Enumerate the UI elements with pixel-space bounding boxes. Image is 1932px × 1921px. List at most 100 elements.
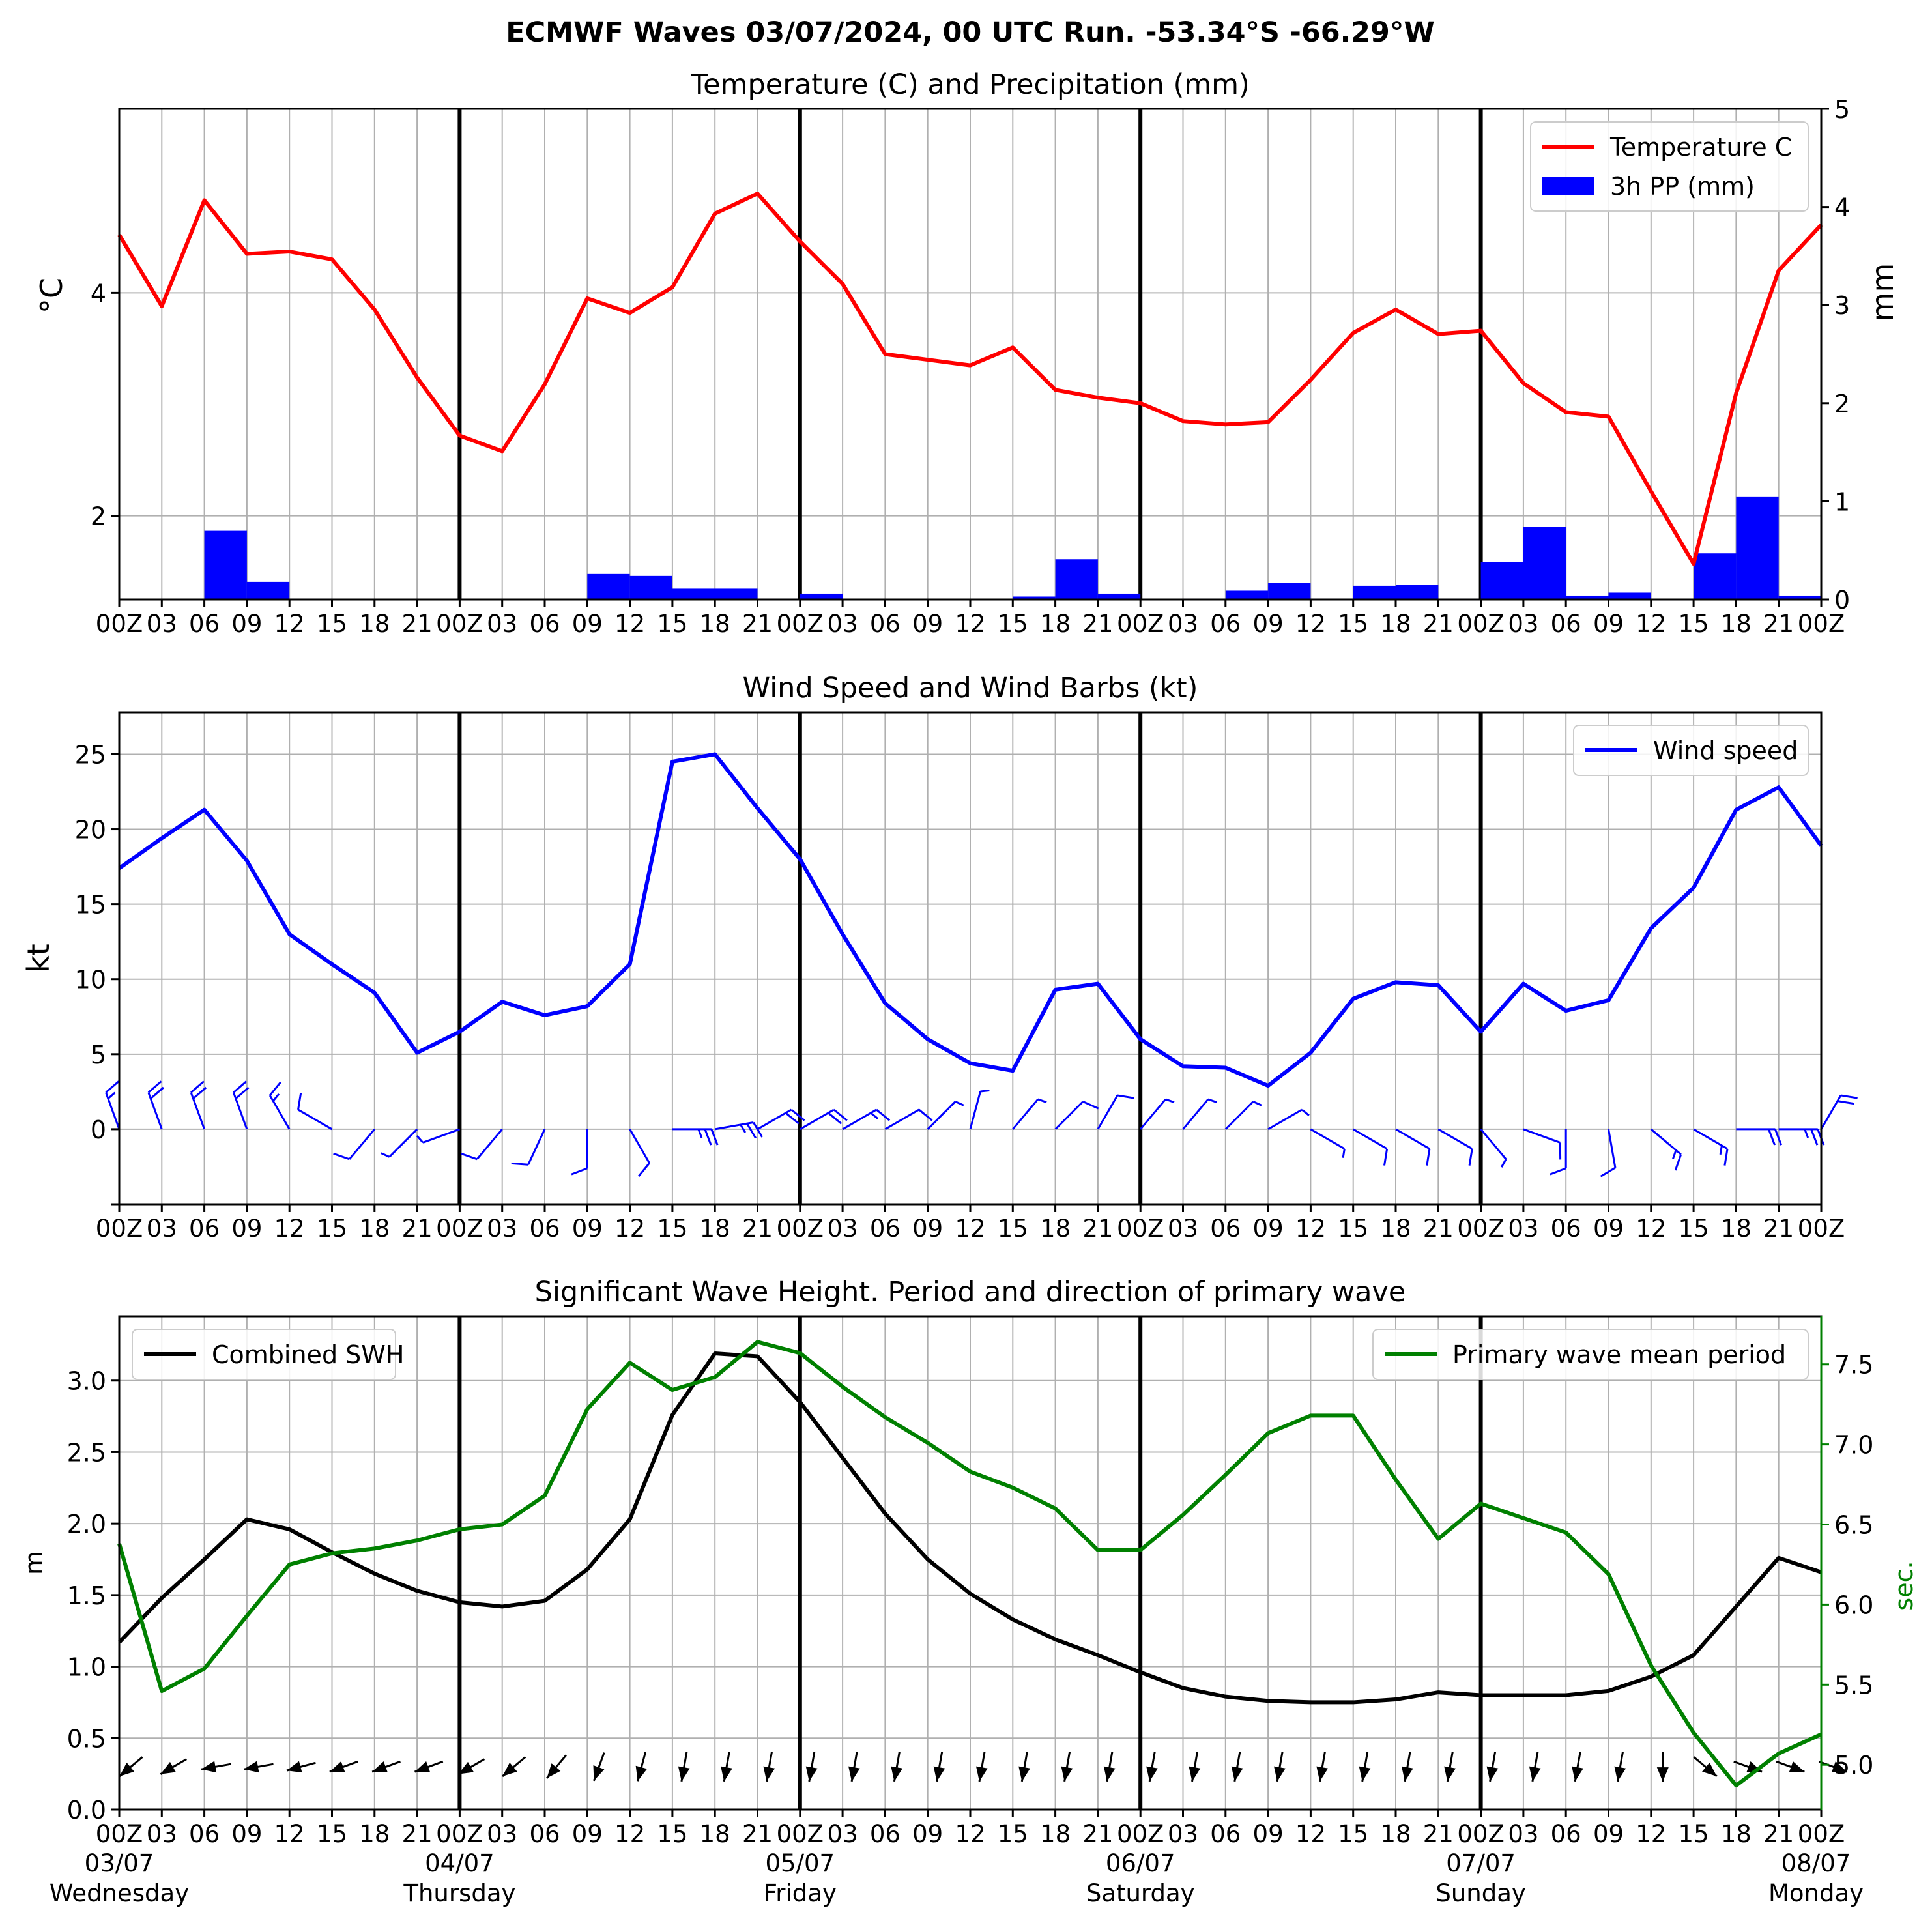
x-tick-label: 00Z	[1117, 1820, 1164, 1848]
x-tick-label: 21	[742, 1820, 773, 1848]
x-tick-label: 15	[657, 1820, 687, 1848]
wave-arrow	[891, 1752, 903, 1782]
wind-barb-flag	[1767, 1129, 1776, 1146]
y-tick-label: 20	[75, 816, 106, 845]
wind-barb	[1310, 1128, 1346, 1158]
x-tick-label: 00Z	[1117, 1215, 1164, 1243]
precip-bar	[1353, 585, 1396, 599]
wave-arrow	[721, 1752, 732, 1782]
wave-arrow	[1316, 1752, 1329, 1782]
x-tick-label: 00Z	[436, 1820, 483, 1848]
wind-barb	[1600, 1129, 1617, 1177]
x-tick-label: 12	[274, 1215, 305, 1243]
y-axis-label: kt	[21, 944, 56, 973]
legend-label: Primary wave mean period	[1452, 1340, 1786, 1369]
y-tick-label: 25	[75, 740, 106, 769]
precip-bar	[1566, 595, 1609, 599]
x-tick-label: 00Z	[1798, 1215, 1845, 1243]
wind-barb-flag	[1342, 1148, 1346, 1158]
x-tick-label: 09	[1253, 1215, 1284, 1243]
wind-barb	[1437, 1128, 1473, 1166]
x-tick-label: 09	[1593, 1215, 1624, 1243]
wind-barb-flag	[833, 1108, 848, 1121]
precip-bar	[204, 530, 247, 599]
x-tick-label: 18	[1040, 1215, 1071, 1243]
x-tick-label: 06	[870, 1215, 901, 1243]
wave-arrow	[502, 1756, 526, 1778]
x-tick-label: 06	[870, 610, 901, 638]
wave-arrow-head	[1702, 1762, 1717, 1776]
wind-barb-flag	[1723, 1148, 1729, 1166]
wind-barb-flag	[272, 1093, 280, 1102]
y-tick-label: 0	[91, 1116, 106, 1144]
wind-barb	[571, 1129, 588, 1176]
x-tick-label: 00Z	[1798, 610, 1845, 638]
wave-arrow-head	[1831, 1761, 1847, 1772]
wave-arrow	[1529, 1752, 1541, 1782]
wave-arrow	[763, 1752, 775, 1782]
wave-arrow-head	[1146, 1766, 1158, 1782]
x-tick-label: 00Z	[96, 1820, 143, 1848]
x-tick-label: 06	[870, 1820, 901, 1848]
x-tick-label: 00Z	[1457, 1820, 1504, 1848]
x-day-name: Saturday	[1086, 1879, 1195, 1907]
wave-arrow	[329, 1760, 358, 1773]
x-tick-label: 15	[1679, 610, 1709, 638]
wave-arrow	[243, 1761, 274, 1773]
wind-barb	[147, 1080, 164, 1130]
wind-barb-flag	[785, 1112, 800, 1125]
y-right-tick-label: 3	[1834, 291, 1850, 320]
x-tick-label: 18	[1721, 1820, 1752, 1848]
legend-box	[1530, 121, 1809, 212]
wind-barb-flag	[1252, 1101, 1262, 1106]
wind-barb-flag	[1550, 1167, 1566, 1176]
y-tick-label: 5	[91, 1041, 106, 1069]
wave-arrow	[1776, 1760, 1805, 1773]
wind-barb-shaft	[1310, 1128, 1346, 1150]
x-tick-label: 00Z	[1457, 1215, 1504, 1243]
wave-arrow	[1231, 1752, 1243, 1782]
wave-arrow-head	[1189, 1766, 1201, 1782]
x-tick-label: 18	[1380, 1215, 1411, 1243]
x-tick-label: 06	[1551, 1820, 1581, 1848]
wind-barb	[1224, 1101, 1262, 1130]
wind-barb-shaft	[1523, 1128, 1561, 1144]
wind-barb	[381, 1128, 418, 1158]
wind-barb-shaft	[1267, 1108, 1303, 1131]
x-tick-label: 09	[231, 610, 262, 638]
x-tick-label: 06	[1210, 1215, 1241, 1243]
x-tick-label: 03	[147, 1820, 177, 1848]
wind-barb-flag	[235, 1086, 250, 1100]
wind-barb-flag	[1810, 1129, 1819, 1146]
x-tick-label: 18	[359, 1215, 390, 1243]
wind-barb-flag	[828, 1112, 843, 1125]
wind-barb	[842, 1108, 891, 1131]
wave-arrow	[1486, 1752, 1499, 1782]
x-tick-label: 00Z	[777, 1820, 824, 1848]
wind-barb-shaft	[476, 1128, 503, 1160]
wind-barb-flag	[876, 1108, 891, 1121]
wind-barb-shaft	[884, 1108, 920, 1131]
wind-barb-shaft	[297, 1108, 333, 1131]
x-tick-label: 12	[1636, 1820, 1666, 1848]
x-tick-label: 15	[1679, 1820, 1709, 1848]
wind-barb-flag	[105, 1080, 120, 1093]
wave-arrow-head	[329, 1761, 345, 1772]
precip-bar	[1396, 585, 1439, 599]
x-tick-label: 15	[998, 610, 1028, 638]
x-tick-label: 09	[1253, 1820, 1284, 1848]
wind-barb	[1054, 1101, 1099, 1130]
y-tick-label: 2	[91, 502, 106, 531]
wave-arrow	[1274, 1752, 1286, 1782]
x-tick-label: 09	[912, 610, 943, 638]
x-tick-label: 00Z	[777, 610, 824, 638]
x-tick-label: 18	[1380, 610, 1411, 638]
wind-barb	[232, 1080, 250, 1130]
x-tick-label: 03	[828, 1215, 858, 1243]
wave-arrow-head	[286, 1761, 302, 1773]
x-tick-label: 12	[1636, 1215, 1666, 1243]
precip-bar	[1055, 559, 1098, 599]
x-tick-label: 09	[572, 1820, 603, 1848]
legend-swatch	[1542, 177, 1594, 195]
